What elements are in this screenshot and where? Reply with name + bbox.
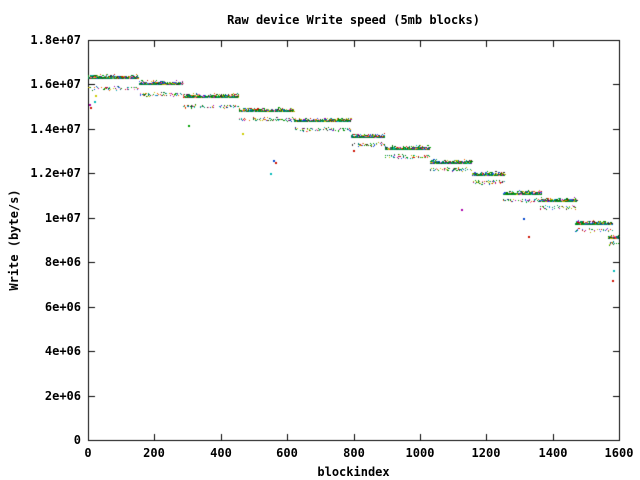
y-tick-label: 1.2e+07 <box>30 166 81 180</box>
y-tick-label: 8e+06 <box>44 255 81 269</box>
y-tick-label: 1.8e+07 <box>30 33 81 47</box>
x-tick-label: 0 <box>84 446 92 460</box>
x-tick-label: 200 <box>143 446 165 460</box>
y-tick-label: 1.6e+07 <box>30 77 81 91</box>
y-tick-label: 0 <box>73 433 81 447</box>
y-tick-label: 2e+06 <box>44 389 81 403</box>
x-axis-label: blockindex <box>317 465 390 479</box>
chart-title: Raw device Write speed (5mb blocks) <box>227 13 480 27</box>
y-axis-label: Write (byte/s) <box>7 189 21 291</box>
x-tick-label: 600 <box>276 446 298 460</box>
x-tick-label: 800 <box>343 446 365 460</box>
y-tick-label: 1e+07 <box>44 211 81 225</box>
y-tick-label: 6e+06 <box>44 300 81 314</box>
y-tick-label: 4e+06 <box>44 344 81 358</box>
x-tick-label: 1400 <box>538 446 568 460</box>
x-tick-label: 1200 <box>471 446 501 460</box>
y-tick-label: 1.4e+07 <box>30 122 81 136</box>
x-tick-label: 400 <box>210 446 232 460</box>
x-tick-label: 1000 <box>405 446 435 460</box>
x-tick-label: 1600 <box>604 446 634 460</box>
